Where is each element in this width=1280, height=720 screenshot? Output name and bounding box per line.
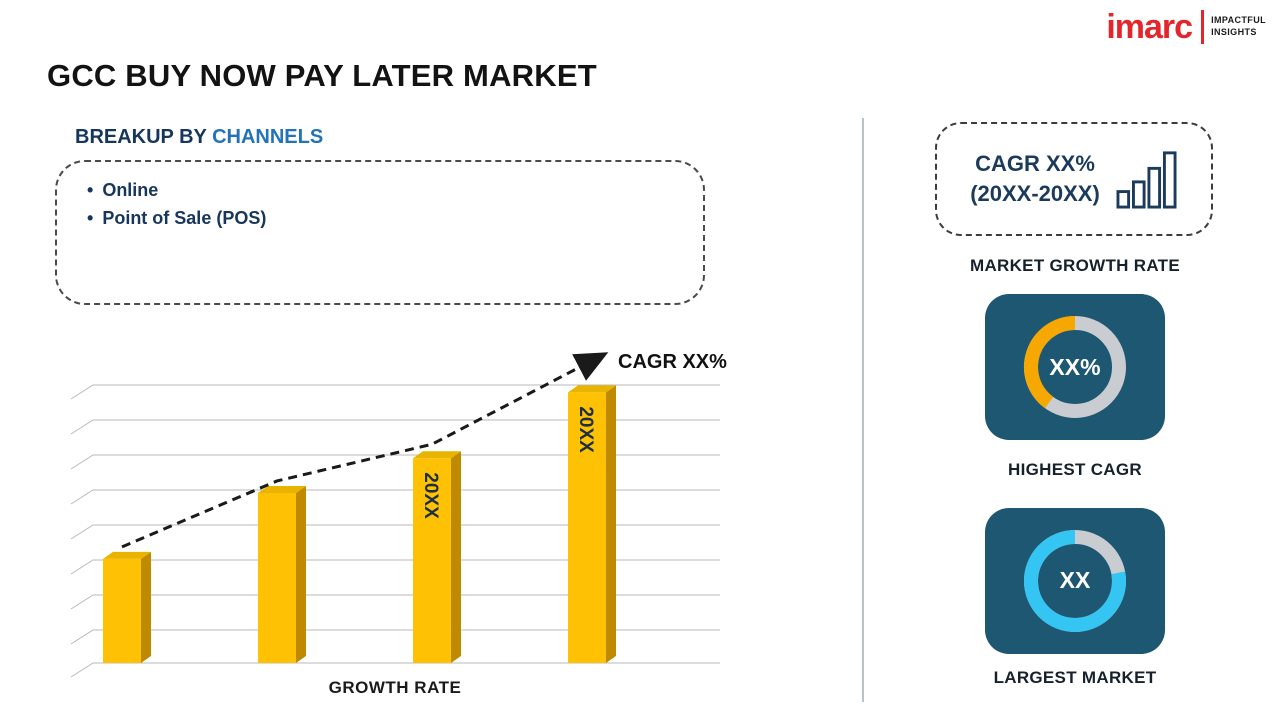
bar-face <box>141 551 151 663</box>
breakup-item-label: Point of Sale (POS) <box>102 208 267 228</box>
logo-tagline-line1: IMPACTFUL <box>1211 15 1266 26</box>
cagr-annotation: CAGR XX% <box>618 351 727 373</box>
bar <box>103 551 151 663</box>
bar-face <box>103 551 151 559</box>
largest-market-donut: XX <box>1023 530 1126 632</box>
breakup-item-label: Online <box>102 180 159 200</box>
cagr-value: CAGR XX% <box>975 151 1095 177</box>
chart-bars: 20XX 20XX <box>103 385 616 663</box>
x-axis-label: GROWTH RATE <box>329 678 462 697</box>
bar-face <box>258 492 296 663</box>
bar-chart-icon <box>1116 151 1177 209</box>
largest-market-value: XX <box>1060 567 1091 593</box>
bar-face <box>413 458 451 663</box>
breakup-heading-highlight: CHANNELS <box>212 126 324 148</box>
cagr-period: (20XX-20XX) <box>970 181 1100 206</box>
bar <box>413 451 461 663</box>
bullet-icon: • <box>87 208 94 228</box>
bar-face <box>568 392 606 663</box>
bar-face <box>568 385 616 393</box>
bullet-icon: • <box>87 180 94 200</box>
section-divider <box>862 118 864 702</box>
bar-face <box>451 451 461 663</box>
highest-cagr-card: XX% <box>985 294 1165 440</box>
breakup-heading-prefix: BREAKUP BY <box>75 126 213 148</box>
bar-face <box>296 485 306 663</box>
breakup-heading: BREAKUP BY CHANNELS <box>75 126 323 149</box>
channels-box: • Online • Point of Sale (POS) <box>55 160 705 305</box>
imarc-logo: imarc IMPACTFUL INSIGHTS <box>1106 10 1266 44</box>
trend-group <box>121 352 609 549</box>
growth-card-text: CAGR XX% (20XX-20XX) <box>970 149 1100 208</box>
bar-value-label: 20XX <box>575 406 596 453</box>
logo-tagline-line2: INSIGHTS <box>1211 27 1257 37</box>
donut-arc <box>1023 530 1126 632</box>
imarc-logo-text: imarc <box>1106 8 1193 46</box>
breakup-item: • Point of Sale (POS) <box>87 208 673 229</box>
market-growth-card: CAGR XX% (20XX-20XX) <box>935 122 1213 236</box>
bar <box>258 485 306 663</box>
largest-market-card: XX <box>985 508 1165 654</box>
bar <box>568 385 616 663</box>
bar-face <box>103 558 141 663</box>
highest-cagr-value: XX% <box>1049 354 1100 380</box>
bar-face <box>606 385 616 663</box>
breakup-list: • Online • Point of Sale (POS) <box>87 180 673 229</box>
market-growth-label: MARKET GROWTH RATE <box>969 256 1180 275</box>
highest-cagr-donut: XX% <box>1023 316 1126 418</box>
chart-gridlines <box>70 384 720 678</box>
breakup-item: • Online <box>87 180 673 201</box>
bar-value-label: 20XX <box>420 472 441 519</box>
highest-cagr-label: HIGHEST CAGR <box>1008 460 1142 479</box>
largest-market-label: LARGEST MARKET <box>993 668 1157 687</box>
page-title: GCC BUY NOW PAY LATER MARKET <box>47 58 597 93</box>
logo-tagline: IMPACTFUL INSIGHTS <box>1211 15 1266 38</box>
bar-face <box>258 485 306 493</box>
donut-arc <box>1023 316 1076 409</box>
bar-face <box>413 451 461 459</box>
logo-divider-bar <box>1201 10 1205 44</box>
growth-bar-chart: 20XX 20XX CAGR XX% GROWTH RATE <box>70 351 727 697</box>
trend-arrow <box>121 352 609 549</box>
